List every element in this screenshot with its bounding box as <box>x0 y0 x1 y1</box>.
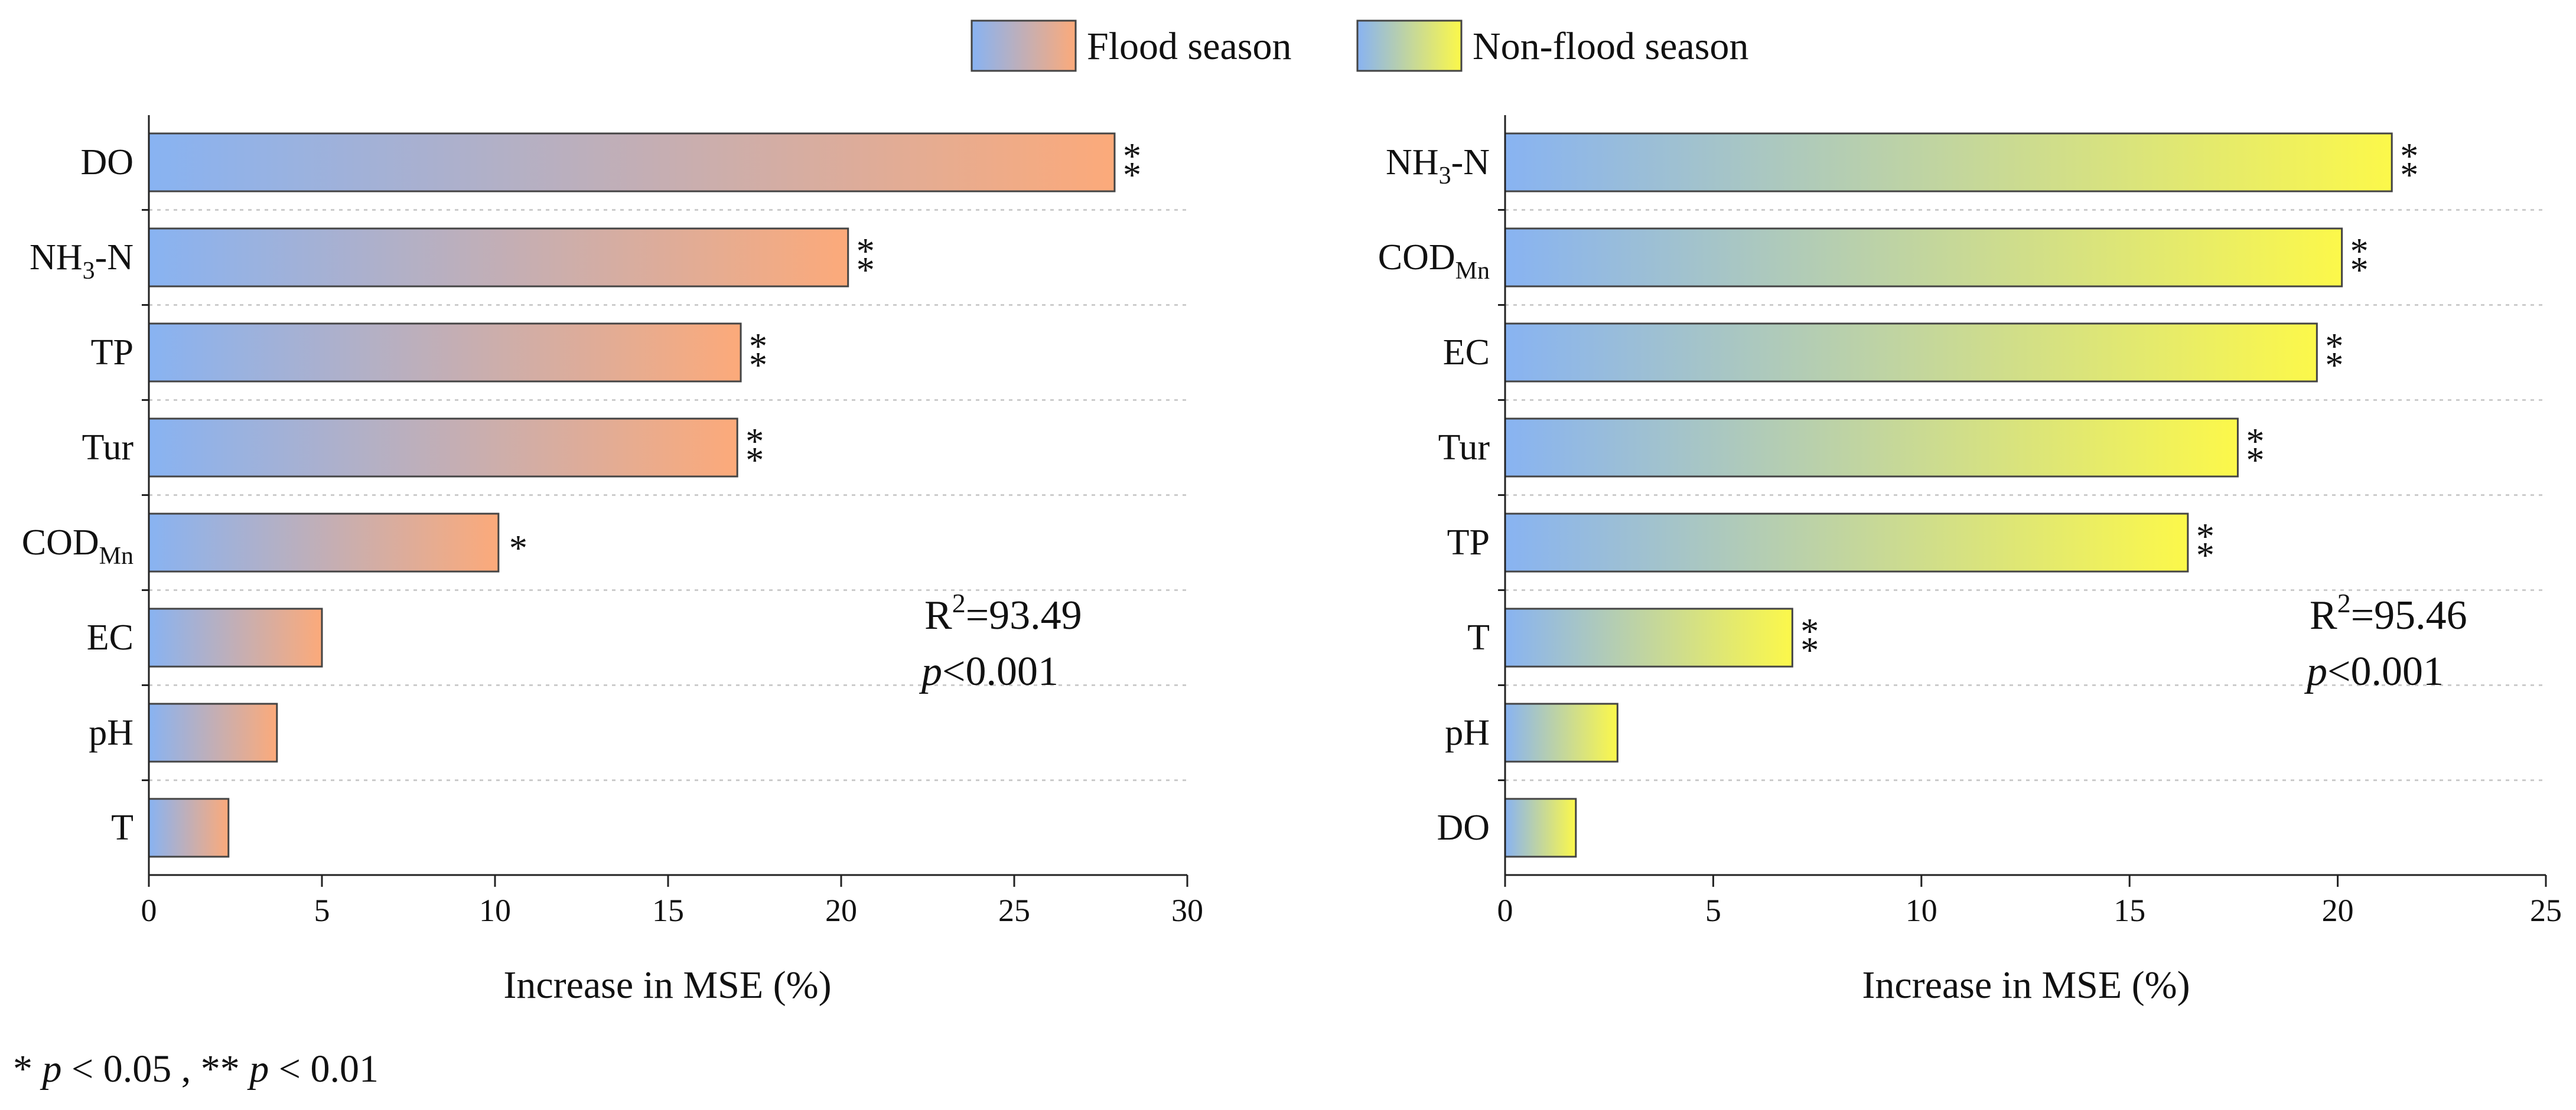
significance-star: * <box>749 327 767 367</box>
x-tick-label: 10 <box>1906 893 1937 928</box>
category-label: CODMn <box>22 523 133 570</box>
x-tick-label: 20 <box>825 893 857 928</box>
significance-star: * <box>749 345 767 386</box>
category-label: Tur <box>82 427 134 468</box>
bar-nonflood-1 <box>1504 227 2343 288</box>
bar-flood-7 <box>148 798 230 858</box>
significance-star: * <box>1800 612 1819 652</box>
significance-star: * <box>2325 327 2343 367</box>
category-label: TP <box>91 332 133 373</box>
bar-nonflood-6 <box>1504 703 1618 763</box>
bar-flood-4 <box>148 512 500 573</box>
significance-star: * <box>2350 250 2369 290</box>
category-label: EC <box>1443 332 1490 373</box>
significance-star: * <box>745 422 764 462</box>
legend-swatch-nonflood <box>1356 19 1463 72</box>
x-tick-label: 25 <box>2530 893 2562 928</box>
significance-star: * <box>2196 536 2214 576</box>
category-label: pH <box>1445 713 1490 753</box>
bar-nonflood-5 <box>1504 608 1793 668</box>
x-axis-title-flood: Increase in MSE (%) <box>503 964 831 1007</box>
significance-star: * <box>857 231 875 272</box>
significance-star: * <box>745 440 764 481</box>
significance-star: * <box>2246 440 2264 481</box>
x-tick-label: 20 <box>2322 893 2354 928</box>
x-axis-title-nonflood: Increase in MSE (%) <box>1862 964 2190 1007</box>
legend: Flood season Non-flood season <box>971 19 1748 72</box>
significance-footnote: * p < 0.05 , ** p < 0.01 <box>13 1047 379 1091</box>
significance-star: * <box>857 250 875 290</box>
r2-annotation-flood: R2=93.49 <box>924 588 1082 638</box>
category-label: NH3-N <box>30 237 133 285</box>
significance-star: * <box>2246 422 2264 462</box>
bar-flood-3 <box>148 417 738 478</box>
x-tick-label: 15 <box>2113 893 2145 928</box>
significance-star: * <box>2400 136 2418 177</box>
x-tick-label: 10 <box>479 893 511 928</box>
category-label: EC <box>87 618 133 658</box>
significance-star: * <box>2400 155 2418 195</box>
x-tick-label: 0 <box>141 893 157 928</box>
significance-star: * <box>2325 345 2343 386</box>
bar-flood-0 <box>148 132 1116 192</box>
bar-nonflood-3 <box>1504 417 2239 478</box>
x-tick-label: 15 <box>652 893 684 928</box>
category-label: pH <box>89 713 133 753</box>
category-label: NH3-N <box>1386 142 1490 190</box>
bar-nonflood-4 <box>1504 512 2189 573</box>
category-label: TP <box>1447 523 1490 563</box>
legend-swatch-flood <box>971 19 1077 72</box>
category-label: DO <box>1437 808 1490 848</box>
category-label: Tur <box>1438 427 1490 468</box>
bar-flood-6 <box>148 703 278 763</box>
category-label: DO <box>80 142 133 182</box>
p-annotation-flood: p<0.001 <box>919 649 1059 694</box>
legend-label-flood: Flood season <box>1087 25 1292 68</box>
significance-star: * <box>1123 136 1141 177</box>
significance-star: * <box>1123 155 1141 195</box>
legend-label-nonflood: Non-flood season <box>1473 25 1748 68</box>
bar-nonflood-2 <box>1504 322 2318 383</box>
x-tick-label: 25 <box>998 893 1030 928</box>
x-tick-label: 30 <box>1171 893 1203 928</box>
x-tick-label: 5 <box>314 893 330 928</box>
x-tick-label: 0 <box>1497 893 1513 928</box>
x-tick-label: 5 <box>1705 893 1721 928</box>
significance-star: * <box>1800 631 1819 671</box>
significance-star: * <box>2196 517 2214 557</box>
p-annotation-nonflood: p<0.001 <box>2304 649 2444 694</box>
bar-nonflood-0 <box>1504 132 2393 192</box>
bar-flood-5 <box>148 608 323 668</box>
category-label: CODMn <box>1378 237 1490 285</box>
significance-star: * <box>509 528 527 569</box>
significance-star: * <box>2350 231 2369 272</box>
r2-annotation-nonflood: R2=95.46 <box>2310 588 2467 638</box>
category-label: T <box>111 808 133 848</box>
bar-nonflood-7 <box>1504 798 1577 858</box>
bar-flood-2 <box>148 322 742 383</box>
category-label: T <box>1467 618 1490 658</box>
bar-flood-1 <box>148 227 849 288</box>
